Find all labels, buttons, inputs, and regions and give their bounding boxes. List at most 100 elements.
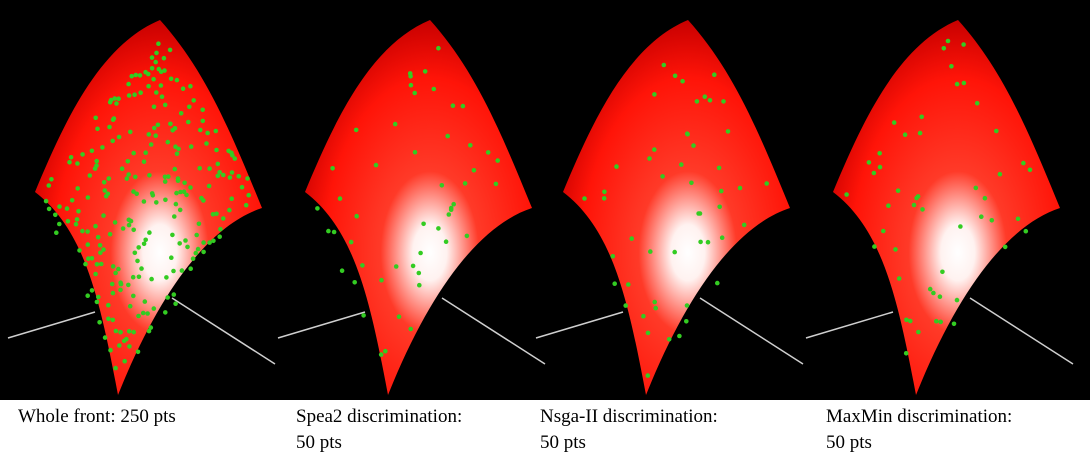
front-point bbox=[211, 238, 216, 244]
front-point bbox=[121, 338, 127, 344]
front-point bbox=[107, 100, 113, 105]
front-point bbox=[684, 319, 689, 324]
front-point bbox=[107, 231, 113, 237]
front-point bbox=[1015, 216, 1021, 222]
front-point bbox=[154, 90, 159, 95]
front-point bbox=[138, 90, 143, 95]
front-point bbox=[938, 319, 943, 325]
front-point bbox=[1021, 160, 1026, 166]
front-point bbox=[76, 209, 81, 214]
front-point bbox=[101, 213, 106, 218]
front-point bbox=[146, 328, 152, 334]
front-point bbox=[844, 192, 849, 197]
front-point bbox=[418, 250, 423, 256]
front-point bbox=[126, 81, 131, 87]
front-point bbox=[73, 221, 79, 227]
front-point bbox=[163, 197, 168, 203]
front-point bbox=[330, 166, 335, 171]
front-point bbox=[130, 274, 136, 280]
front-point bbox=[881, 228, 886, 234]
front-point bbox=[53, 212, 58, 218]
front-point bbox=[93, 115, 98, 121]
front-point bbox=[680, 78, 685, 84]
front-point bbox=[170, 232, 175, 238]
front-point bbox=[934, 318, 939, 324]
axis-line-left bbox=[805, 311, 894, 339]
front-point bbox=[148, 142, 154, 147]
front-point bbox=[679, 162, 684, 167]
front-point bbox=[103, 193, 109, 199]
front-point bbox=[871, 170, 877, 176]
front-point bbox=[436, 226, 441, 231]
front-point bbox=[147, 230, 152, 235]
front-point bbox=[89, 148, 95, 154]
front-point bbox=[408, 82, 414, 88]
axis-line-right bbox=[969, 297, 1074, 365]
front-point bbox=[989, 218, 995, 223]
front-point bbox=[229, 170, 235, 175]
front-point bbox=[245, 176, 250, 181]
front-point bbox=[131, 227, 136, 233]
front-point bbox=[178, 111, 184, 116]
front-point bbox=[99, 261, 104, 267]
front-point bbox=[118, 329, 123, 335]
front-point bbox=[694, 99, 700, 104]
front-point bbox=[147, 173, 152, 178]
front-point bbox=[168, 76, 174, 82]
front-point bbox=[142, 299, 148, 304]
front-point bbox=[315, 206, 320, 211]
front-point bbox=[352, 280, 357, 285]
front-point bbox=[958, 224, 963, 229]
front-point bbox=[698, 239, 703, 245]
front-point bbox=[348, 239, 354, 245]
front-point bbox=[102, 335, 108, 340]
front-point bbox=[135, 349, 141, 355]
front-point bbox=[196, 221, 202, 227]
front-point bbox=[421, 221, 426, 227]
front-point bbox=[94, 158, 99, 164]
front-point bbox=[920, 207, 925, 212]
front-point bbox=[666, 337, 672, 342]
front-point bbox=[156, 41, 161, 46]
front-point bbox=[602, 189, 607, 195]
front-point bbox=[451, 201, 456, 207]
front-point bbox=[911, 202, 917, 208]
front-point bbox=[917, 130, 923, 136]
front-point bbox=[214, 211, 219, 217]
front-point bbox=[725, 129, 731, 134]
front-point bbox=[126, 93, 132, 98]
axis-line-right bbox=[699, 297, 804, 365]
front-point bbox=[141, 199, 147, 204]
front-point bbox=[215, 161, 221, 167]
front-point bbox=[221, 216, 226, 221]
front-point bbox=[684, 131, 690, 136]
front-point bbox=[89, 288, 95, 293]
front-point bbox=[106, 176, 112, 181]
front-point bbox=[940, 269, 945, 275]
front-point bbox=[360, 263, 365, 268]
front-point bbox=[75, 186, 80, 191]
front-point bbox=[107, 124, 112, 130]
front-point bbox=[1027, 167, 1033, 173]
front-point bbox=[919, 114, 924, 120]
front-point bbox=[715, 280, 720, 286]
front-point bbox=[190, 256, 196, 262]
front-point bbox=[188, 266, 193, 272]
front-point bbox=[100, 145, 105, 150]
front-point bbox=[69, 198, 75, 203]
front-point bbox=[408, 326, 413, 332]
front-point bbox=[175, 176, 181, 181]
front-point bbox=[737, 185, 743, 191]
front-point bbox=[239, 184, 245, 190]
front-point bbox=[127, 303, 133, 309]
front-point bbox=[961, 42, 966, 47]
front-point bbox=[171, 292, 177, 297]
front-point bbox=[132, 250, 138, 256]
front-point bbox=[173, 301, 178, 307]
front-point bbox=[206, 183, 212, 189]
front-point bbox=[126, 172, 131, 177]
front-point bbox=[141, 241, 147, 247]
front-point bbox=[916, 329, 921, 335]
front-point bbox=[150, 193, 156, 198]
front-point bbox=[201, 249, 206, 255]
